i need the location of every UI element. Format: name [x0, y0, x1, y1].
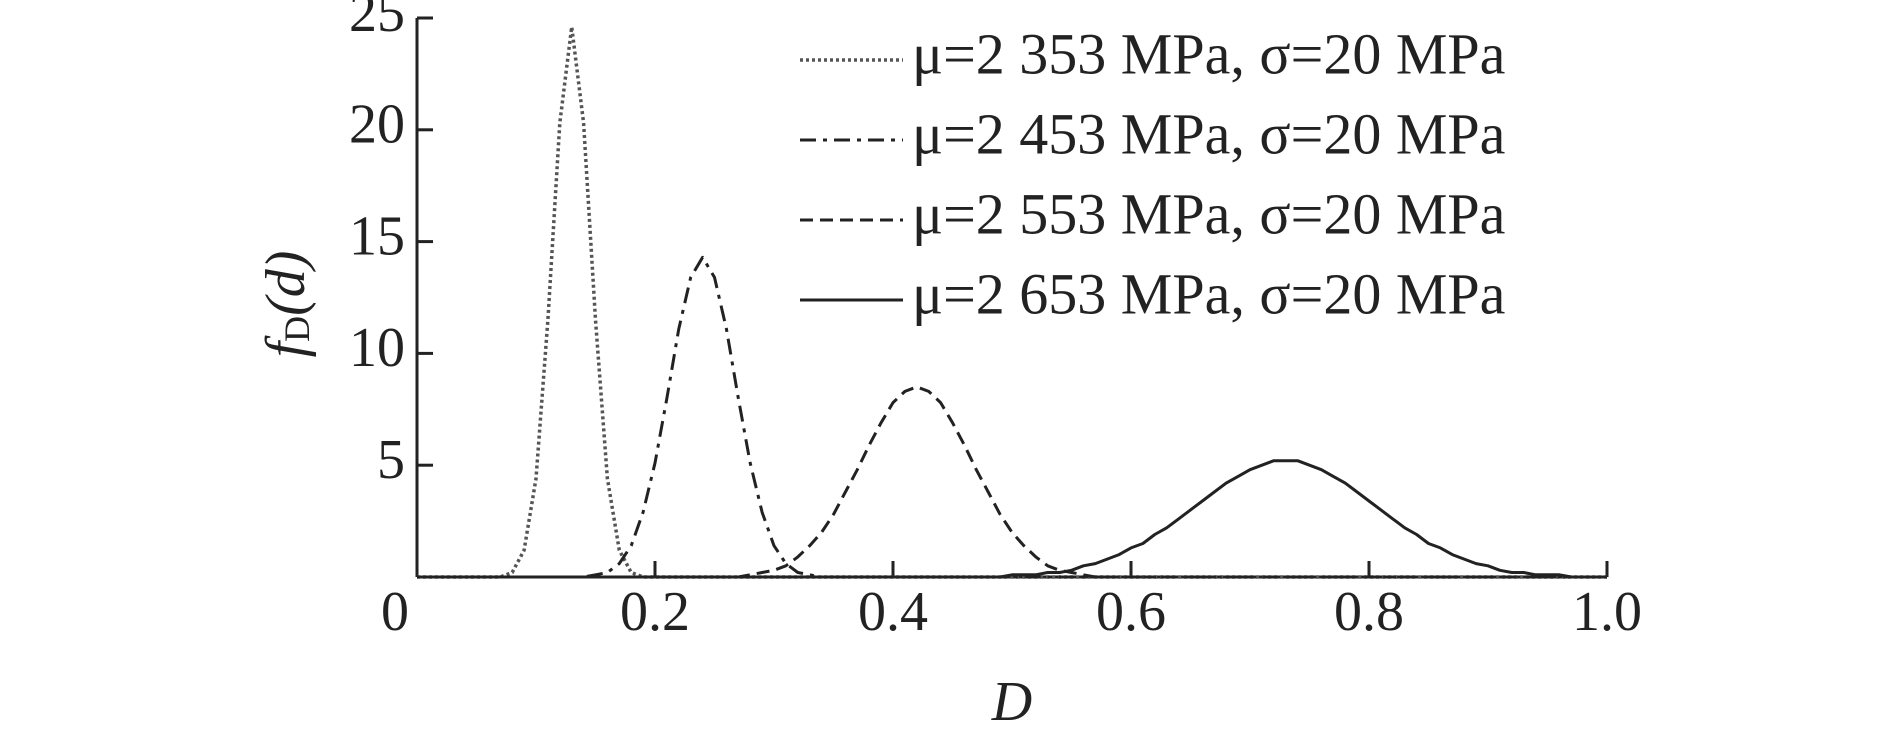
legend-label: μ=2 653 MPa, σ=20 MPa	[912, 261, 1505, 326]
y-tick-label: 25	[349, 0, 405, 44]
y-label-rest: (d)	[255, 251, 317, 316]
x-axis-label: D	[991, 671, 1032, 733]
y-tick-label: 5	[377, 429, 405, 491]
legend-label: μ=2 353 MPa, σ=20 MPa	[912, 21, 1505, 86]
x-tick-label: 0.4	[858, 581, 928, 643]
series-line	[417, 385, 1607, 579]
x-tick-label: 0.8	[1334, 581, 1404, 643]
x-tick-label: 1.0	[1572, 581, 1642, 643]
series-line	[417, 459, 1607, 579]
x-tick-label: 0.2	[620, 581, 690, 643]
y-tick-label: 10	[349, 317, 405, 379]
y-tick-label: 20	[349, 94, 405, 156]
y-tick-label: 15	[349, 205, 405, 267]
x-tick-label: 0.6	[1096, 581, 1166, 643]
y-label-sub: D	[277, 316, 317, 342]
legend-label: μ=2 553 MPa, σ=20 MPa	[912, 181, 1505, 246]
y-axis-label: fD(d)	[255, 251, 317, 358]
x-tick-label: 0	[381, 581, 409, 643]
legend-label: μ=2 453 MPa, σ=20 MPa	[912, 101, 1505, 166]
